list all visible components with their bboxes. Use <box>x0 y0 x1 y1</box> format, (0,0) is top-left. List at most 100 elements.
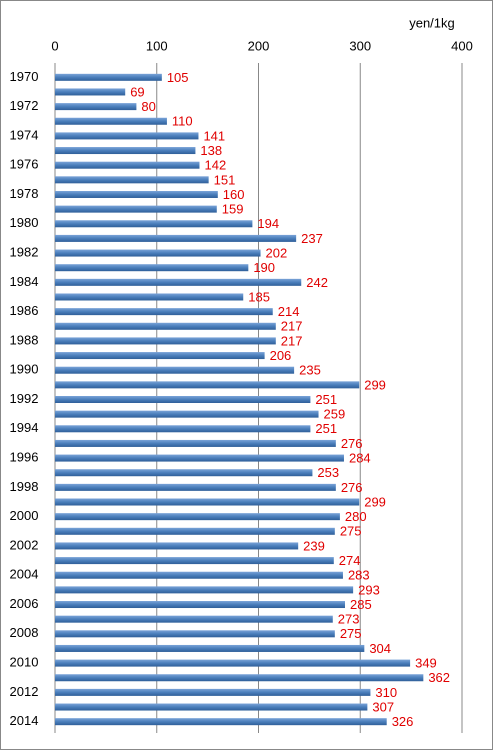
value-label: 214 <box>278 304 300 319</box>
y-tick-label: 1978 <box>10 186 39 201</box>
bar <box>55 498 360 506</box>
bar <box>55 366 295 374</box>
value-label: 349 <box>415 656 437 671</box>
y-tick-label: 1986 <box>10 303 39 318</box>
bar <box>55 688 371 696</box>
bar <box>55 220 253 228</box>
bar <box>55 278 302 286</box>
bar <box>55 659 411 667</box>
bar <box>55 586 354 594</box>
bar <box>55 718 387 726</box>
value-label: 307 <box>372 699 394 714</box>
bar <box>55 571 343 579</box>
y-tick-label: 2000 <box>10 508 39 523</box>
value-label: 185 <box>248 289 270 304</box>
value-label: 275 <box>340 524 362 539</box>
value-label: 326 <box>392 714 414 729</box>
bar <box>55 601 345 609</box>
y-tick-label: 1980 <box>10 215 39 230</box>
value-label: 283 <box>348 568 370 583</box>
value-label: 275 <box>340 626 362 641</box>
y-tick-label: 1988 <box>10 332 39 347</box>
value-label: 310 <box>375 685 397 700</box>
x-tick-label: 200 <box>248 38 270 53</box>
bar <box>55 630 335 638</box>
value-label: 151 <box>214 172 236 187</box>
y-tick-label: 2002 <box>10 537 39 552</box>
value-label: 194 <box>257 216 279 231</box>
y-tick-label: 1984 <box>10 274 39 289</box>
bar <box>55 73 162 81</box>
value-label: 110 <box>172 114 193 129</box>
bar <box>55 483 336 491</box>
bar <box>55 615 333 623</box>
value-label: 285 <box>350 597 372 612</box>
y-tick-label: 1994 <box>10 420 39 435</box>
axis-unit-label: yen/1kg <box>409 15 455 30</box>
value-label: 293 <box>358 582 380 597</box>
value-label: 274 <box>339 553 361 568</box>
value-label: 253 <box>317 465 339 480</box>
bar <box>55 103 137 111</box>
y-tick-label: 2008 <box>10 625 39 640</box>
value-label: 299 <box>364 377 386 392</box>
value-label: 239 <box>303 538 325 553</box>
bar <box>55 381 360 389</box>
y-tick-label: 1992 <box>10 391 39 406</box>
value-label: 235 <box>299 363 321 378</box>
y-tick-label: 1998 <box>10 479 39 494</box>
value-label: 284 <box>349 451 371 466</box>
value-label: 276 <box>341 436 363 451</box>
value-label: 159 <box>222 202 244 217</box>
value-label: 138 <box>200 143 222 158</box>
value-label: 276 <box>341 480 363 495</box>
bar <box>55 190 218 198</box>
y-tick-label: 2010 <box>10 655 39 670</box>
y-tick-label: 1982 <box>10 244 39 259</box>
bar <box>55 249 261 257</box>
value-label: 237 <box>301 231 323 246</box>
y-tick-label: 1970 <box>10 69 39 84</box>
bar <box>55 337 276 345</box>
value-label: 273 <box>338 612 360 627</box>
bar <box>55 542 299 550</box>
bar <box>55 469 313 477</box>
value-label: 69 <box>130 84 144 99</box>
x-tick-label: 100 <box>146 38 168 53</box>
value-label: 141 <box>203 128 225 143</box>
bar <box>55 439 336 447</box>
bar <box>55 674 424 682</box>
bar <box>55 264 249 272</box>
y-tick-label: 1976 <box>10 157 39 172</box>
bar <box>55 527 335 535</box>
x-tick-label: 400 <box>451 38 473 53</box>
y-tick-label: 1972 <box>10 98 39 113</box>
bar <box>55 88 126 96</box>
value-label: 206 <box>270 348 292 363</box>
bar <box>55 176 209 184</box>
value-label: 160 <box>223 187 245 202</box>
y-tick-label: 1974 <box>10 127 39 142</box>
bar <box>55 644 365 652</box>
bar <box>55 410 319 418</box>
y-tick-label: 1996 <box>10 450 39 465</box>
value-label: 304 <box>369 641 391 656</box>
bar <box>55 161 200 169</box>
bar <box>55 147 196 155</box>
y-tick-label: 2012 <box>10 684 39 699</box>
bar <box>55 132 199 140</box>
bar <box>55 513 340 521</box>
y-tick-label: 2006 <box>10 596 39 611</box>
bar <box>55 454 344 462</box>
bar <box>55 322 276 330</box>
value-label: 362 <box>428 670 450 685</box>
value-label: 202 <box>266 245 288 260</box>
bar <box>55 396 311 403</box>
y-tick-label: 2004 <box>10 567 39 582</box>
bar <box>55 205 217 213</box>
value-label: 259 <box>324 407 346 422</box>
value-label: 80 <box>141 99 155 114</box>
value-label: 251 <box>315 421 337 436</box>
value-label: 217 <box>281 333 303 348</box>
